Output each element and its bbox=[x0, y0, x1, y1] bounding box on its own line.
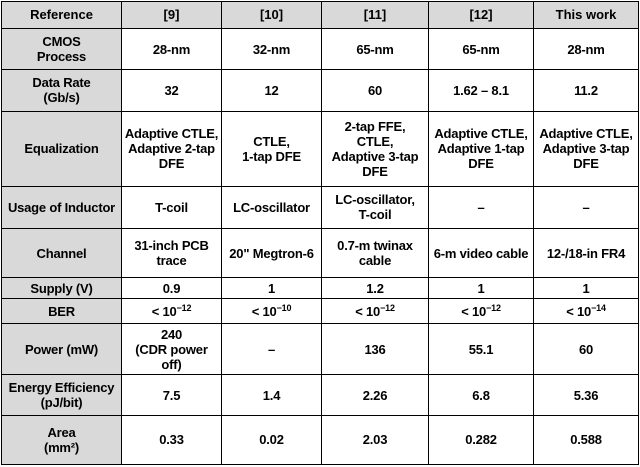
cell-ref-11: 0.7-m twinax cable bbox=[321, 227, 429, 279]
cell-ref-9: 240 (CDR power off) bbox=[121, 323, 222, 376]
cell-ref-12: 0.282 bbox=[428, 414, 534, 466]
cell-ref-12: < 10−12 bbox=[428, 298, 534, 325]
cell-ref-11: 2-tap FFE, CTLE, Adaptive 3-tap DFE bbox=[321, 110, 429, 187]
header-cell-ref-12: [12] bbox=[428, 1, 534, 29]
header-cell-this-work: This work bbox=[533, 1, 639, 29]
table-row: Power (mW) 240 (CDR power off) –136 55.1 60 bbox=[1, 323, 639, 376]
cell-this-work: < 10−14 bbox=[533, 298, 639, 325]
cell-ref-12: – bbox=[428, 185, 534, 229]
cell-this-work: 1 bbox=[533, 277, 639, 300]
row-label-area-mm: Area (mm²) bbox=[1, 414, 122, 466]
cell-ref-11: 60 bbox=[321, 69, 429, 112]
cell-ref-11: 2.03 bbox=[321, 414, 429, 466]
cell-ref-10: – bbox=[221, 323, 322, 376]
cell-this-work: 0.588 bbox=[533, 414, 639, 466]
cell-ref-11: < 10−12 bbox=[321, 298, 429, 325]
cell-ref-11: LC-oscillator, T-coil bbox=[321, 185, 429, 229]
cell-this-work: 28-nm bbox=[533, 27, 639, 71]
cell-this-work: 12-/18-in FR4 bbox=[533, 227, 639, 279]
cell-ref-10: < 10−10 bbox=[221, 298, 322, 325]
cell-ref-9: Adaptive CTLE, Adaptive 2-tap DFE bbox=[121, 110, 222, 187]
cell-this-work: 11.2 bbox=[533, 69, 639, 112]
table-row: Supply (V) 0.9 1 1.2 1 1 bbox=[1, 277, 639, 300]
cell-ref-9: 31-inch PCB trace bbox=[121, 227, 222, 279]
row-label-supply-v: Supply (V) bbox=[1, 277, 122, 300]
cell-ref-12: 55.1 bbox=[428, 323, 534, 376]
cell-ref-9: T-coil bbox=[121, 185, 222, 229]
cell-ref-10: 1 bbox=[221, 277, 322, 300]
table-row: BER < 10−12 < 10−10 < 10−12 < 10−12 < 10−14 bbox=[1, 298, 639, 325]
cell-ref-11: 136 bbox=[321, 323, 429, 376]
cell-ref-12: Adaptive CTLE, Adaptive 1-tap DFE bbox=[428, 110, 534, 187]
cell-ref-11: 65-nm bbox=[321, 27, 429, 71]
row-label-ber: BER bbox=[1, 298, 122, 325]
header-cell-reference: Reference bbox=[1, 1, 122, 29]
table-row: Equalization Adaptive CTLE, Adaptive 2-ta… bbox=[1, 110, 639, 187]
row-label-usage-of-inductor: Usage of Inductor bbox=[1, 185, 122, 229]
cell-ref-10: 32-nm bbox=[221, 27, 322, 71]
cell-ref-10: 0.02 bbox=[221, 414, 322, 466]
header-cell-ref-10: [10] bbox=[221, 1, 322, 29]
row-label-power-mw: Power (mW) bbox=[1, 323, 122, 376]
header-cell-ref-9: [9] bbox=[121, 1, 222, 29]
cell-this-work: – bbox=[533, 185, 639, 229]
cell-ref-10: 1.4 bbox=[221, 374, 322, 416]
cell-ref-10: 20" Megtron-6 bbox=[221, 227, 322, 279]
table-row: Channel 31-inch PCB trace 20" Megtron-6 0.7… bbox=[1, 227, 639, 279]
row-label-cmos-process: CMOS Process bbox=[1, 27, 122, 71]
cell-ref-9: 0.9 bbox=[121, 277, 222, 300]
header-cell-ref-11: [11] bbox=[321, 1, 429, 29]
cell-this-work: 5.36 bbox=[533, 374, 639, 416]
row-label-channel: Channel bbox=[1, 227, 122, 279]
cell-ref-12: 1.62 – 8.1 bbox=[428, 69, 534, 112]
row-label-energy-efficiency-pj-bit: Energy Efficiency (pJ/bit) bbox=[1, 374, 122, 416]
cell-ref-12: 6-m video cable bbox=[428, 227, 534, 279]
row-label-equalization: Equalization bbox=[1, 110, 122, 187]
cell-ref-12: 1 bbox=[428, 277, 534, 300]
cell-ref-9: 28-nm bbox=[121, 27, 222, 71]
cell-this-work: 60 bbox=[533, 323, 639, 376]
cell-ref-12: 6.8 bbox=[428, 374, 534, 416]
cell-ref-10: CTLE, 1-tap DFE bbox=[221, 110, 322, 187]
table-header-row: Reference [9] [10] [11] [12] This work bbox=[1, 1, 639, 29]
table-row: Usage of Inductor T-coil LC-oscillator LC-o… bbox=[1, 185, 639, 229]
cell-ref-9: 7.5 bbox=[121, 374, 222, 416]
cell-this-work: Adaptive CTLE, Adaptive 3-tap DFE bbox=[533, 110, 639, 187]
cell-ref-10: LC-oscillator bbox=[221, 185, 322, 229]
cell-ref-9: 0.33 bbox=[121, 414, 222, 466]
cell-ref-10: 12 bbox=[221, 69, 322, 112]
table-row: CMOS Process 28-nm 32-nm 65-nm 65-nm 28-nm bbox=[1, 27, 639, 71]
cell-ref-9: 32 bbox=[121, 69, 222, 112]
row-label-data-rate-gb-s: Data Rate (Gb/s) bbox=[1, 69, 122, 112]
table-row: Area (mm²) 0.33 0.02 2.03 0.282 0.588 bbox=[1, 414, 639, 466]
cell-ref-11: 1.2 bbox=[321, 277, 429, 300]
cell-ref-11: 2.26 bbox=[321, 374, 429, 416]
cell-ref-9: < 10−12 bbox=[121, 298, 222, 325]
cell-ref-12: 65-nm bbox=[428, 27, 534, 71]
table-row: Data Rate (Gb/s) 32 12 60 1.62 – 8.1 11.2 bbox=[1, 69, 639, 112]
table-row: Energy Efficiency (pJ/bit) 7.5 1.4 2.26 6.8 5… bbox=[1, 374, 639, 416]
